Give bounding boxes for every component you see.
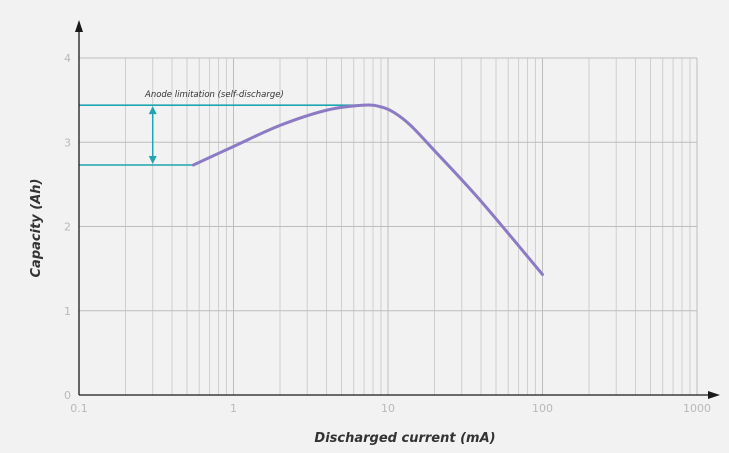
reference-lines [79, 104, 365, 166]
y-tick-label: 4 [64, 52, 71, 65]
x-tick-label: 0.1 [70, 402, 88, 415]
x-tick-label: 10 [381, 402, 395, 415]
y-axis-arrowhead [75, 20, 83, 32]
x-tick-label: 100 [532, 402, 553, 415]
annotation-arrowhead-down [148, 155, 157, 164]
axes [75, 20, 720, 399]
annotation-layer: Anode limitation (self-discharge) [144, 90, 284, 164]
capacity-curve [191, 103, 544, 277]
x-axis-title: Discharged current (mA) [314, 431, 495, 446]
x-tick-labels: 0.1 1 10 100 1000 [70, 402, 711, 415]
x-tick-label: 1000 [683, 402, 711, 415]
x-tick-label: 1 [230, 402, 237, 415]
x-axis-arrowhead [708, 391, 720, 399]
y-tick-label: 3 [64, 136, 71, 149]
y-tick-label: 2 [64, 221, 71, 234]
annotation-label: Anode limitation (self-discharge) [144, 90, 284, 100]
y-tick-label: 1 [64, 305, 71, 318]
y-axis-title: Capacity (Ah) [29, 179, 44, 278]
y-tick-label: 0 [64, 389, 71, 402]
annotation-arrowhead-up [148, 106, 157, 115]
series-layer [191, 103, 544, 277]
y-tick-labels: 0 1 2 3 4 [64, 52, 71, 402]
